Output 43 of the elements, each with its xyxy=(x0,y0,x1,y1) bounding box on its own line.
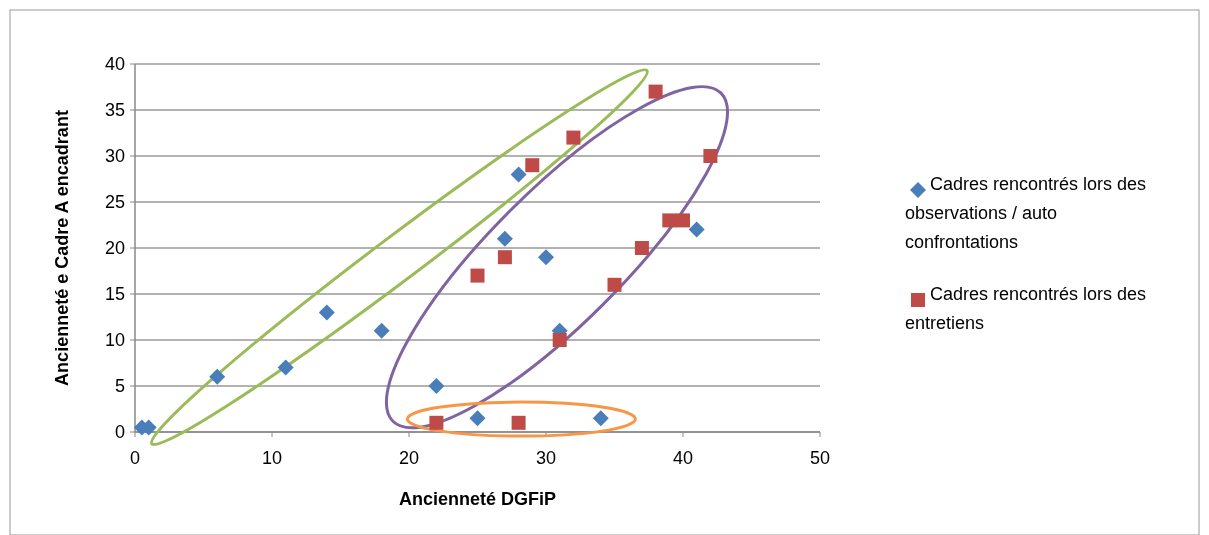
point xyxy=(552,333,567,347)
y-tick-label: 10 xyxy=(104,330,125,351)
x-axis-title: Ancienneté DGFiP xyxy=(398,489,557,509)
y-tick-label: 5 xyxy=(114,376,125,397)
x-tick-label: 20 xyxy=(398,448,420,468)
legend-label: Cadres rencontrés lors des entretiens xyxy=(905,284,1147,333)
x-tick-label: 40 xyxy=(672,448,694,468)
point xyxy=(209,368,226,385)
point xyxy=(318,304,335,321)
point xyxy=(703,149,718,163)
point xyxy=(592,410,609,427)
y-tick-label: 20 xyxy=(104,238,125,259)
point xyxy=(566,130,581,145)
point xyxy=(469,410,486,427)
point xyxy=(538,249,554,266)
point xyxy=(373,322,390,339)
point xyxy=(662,213,677,228)
y-tick-label: 0 xyxy=(114,422,125,443)
point xyxy=(496,230,513,247)
point xyxy=(510,166,527,183)
point xyxy=(648,84,663,99)
y-tick-label: 40 xyxy=(104,54,125,75)
y-tick-label: 25 xyxy=(104,192,125,213)
x-tick-label: 0 xyxy=(129,448,141,468)
point xyxy=(607,277,622,292)
y-tick-label: 30 xyxy=(104,146,125,167)
point xyxy=(497,250,512,265)
point xyxy=(511,415,526,430)
y-tick-label: 15 xyxy=(104,284,125,305)
point xyxy=(429,415,444,430)
y-tick-label: 35 xyxy=(104,100,125,121)
point xyxy=(277,359,294,376)
point xyxy=(428,378,445,394)
point xyxy=(634,241,649,255)
x-tick-label: 30 xyxy=(535,448,557,468)
point xyxy=(688,221,705,238)
point xyxy=(676,213,690,228)
point xyxy=(525,158,540,173)
x-tick-label: 50 xyxy=(809,448,831,468)
y-axis-title: Ancienneté e Cadre A encadrant xyxy=(52,110,72,386)
point xyxy=(470,268,485,283)
legend-label: Cadres rencontrés lors des observations / auto confrontations xyxy=(905,174,1147,252)
x-tick-label: 10 xyxy=(261,448,283,468)
